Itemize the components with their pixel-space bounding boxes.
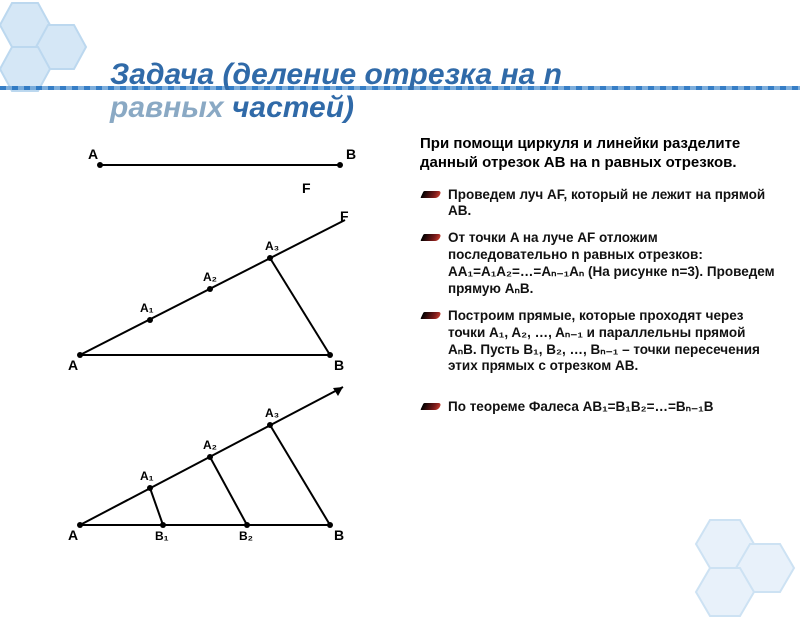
d2-A3: A₃	[265, 239, 279, 253]
step-2: От точки A на луче AF отложим последоват…	[420, 230, 775, 298]
d2-A2: A₂	[203, 270, 217, 284]
label-F1: F	[302, 180, 311, 196]
step-3: Построим прямые, которые проходят через …	[420, 308, 775, 376]
diagram-2: A B F A₁ A₂ A₃	[40, 205, 390, 375]
d2-A1: A₁	[140, 301, 154, 315]
label-B1: B	[346, 146, 356, 162]
conclusion-list: По теореме Фалеса AB₁=B₁B₂=…=Bₙ₋₁B	[420, 399, 775, 416]
diagrams-column: A B F A B F A₁ A₂ A₃	[40, 135, 410, 585]
d3-B1: B₁	[155, 529, 169, 543]
diagram-3: A B A₁ A₂ A₃ B₁ B₂	[40, 375, 390, 550]
d3-B: B	[334, 527, 344, 543]
page-title: Задача (деление отрезка на n равных част…	[110, 58, 562, 124]
title-rest: частей)	[224, 91, 354, 124]
d2-F: F	[340, 208, 349, 224]
title-light: равных	[110, 91, 224, 124]
diagram-1: A B F	[40, 135, 390, 205]
conclusion: По теореме Фалеса AB₁=B₁B₂=…=Bₙ₋₁B	[420, 399, 775, 416]
title-bar: Задача (деление отрезка на n равных част…	[0, 28, 800, 118]
d3-A1: A₁	[140, 469, 154, 483]
title-line1: Задача (деление отрезка на n	[110, 58, 562, 91]
step-1: Проведем луч AF, который не лежит на пря…	[420, 187, 775, 221]
steps-list: Проведем луч AF, который не лежит на пря…	[420, 187, 775, 376]
text-column: При помощи циркуля и линейки разделите д…	[410, 135, 775, 585]
intro-text: При помощи циркуля и линейки разделите д…	[420, 135, 775, 173]
d3-A: A	[68, 527, 78, 543]
d3-B2: B₂	[239, 529, 253, 543]
d3-A3: A₃	[265, 406, 279, 420]
d3-A2: A₂	[203, 438, 217, 452]
d2-B: B	[334, 357, 344, 373]
d2-A: A	[68, 357, 78, 373]
label-A1: A	[88, 146, 98, 162]
